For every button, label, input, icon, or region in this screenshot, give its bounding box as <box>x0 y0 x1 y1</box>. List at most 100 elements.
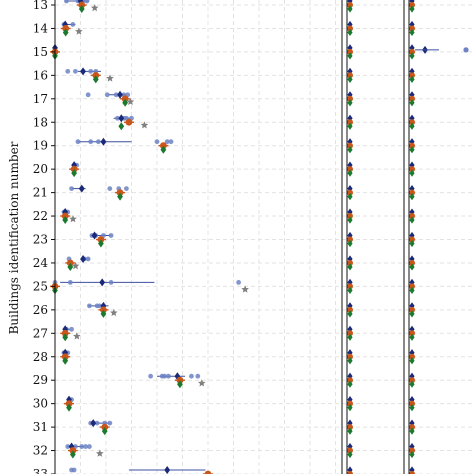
reference-marker <box>177 380 183 389</box>
y-tick-label: 30 <box>33 397 48 411</box>
y-tick-label: 32 <box>33 444 48 458</box>
sample-point <box>85 256 91 262</box>
panel-median-marker <box>347 259 353 266</box>
star-marker <box>126 97 135 106</box>
panel-mean-marker <box>409 278 415 286</box>
panel-reference-marker <box>347 122 353 130</box>
panel-median-marker <box>347 48 353 55</box>
reference-marker <box>62 333 69 342</box>
star-marker <box>69 215 77 223</box>
panel-reference-marker <box>347 239 353 248</box>
reference-marker <box>62 216 69 225</box>
reference-marker <box>101 427 108 436</box>
panel-reference-marker <box>347 450 353 459</box>
panel-median-marker <box>409 166 415 173</box>
panel-median-marker <box>347 189 353 196</box>
sample-point <box>195 373 201 379</box>
sample-point <box>69 186 74 192</box>
sample-point <box>148 373 154 379</box>
mean-marker <box>78 184 85 193</box>
panel-mean-marker <box>409 44 415 52</box>
sample-point <box>166 373 171 379</box>
y-tick-label: 14 <box>33 21 49 35</box>
sample-point <box>79 444 85 449</box>
star-marker <box>75 27 83 35</box>
y-tick-label: 25 <box>33 279 48 293</box>
sample-point <box>64 0 69 4</box>
panel-median-marker <box>347 119 353 126</box>
panel-median-marker <box>347 95 353 102</box>
sample-point <box>65 68 71 74</box>
star-marker <box>106 74 114 82</box>
reference-marker <box>66 403 72 412</box>
star-marker <box>71 261 80 270</box>
sample-point <box>154 139 160 145</box>
panel-reference-marker <box>347 52 353 60</box>
panel-median-marker <box>409 259 415 266</box>
panel-reference-marker <box>347 193 353 201</box>
reference-marker <box>118 122 125 131</box>
panel-median-marker <box>409 447 415 454</box>
panel-median-marker <box>347 424 353 431</box>
panel-reference-marker <box>347 310 353 318</box>
panel-reference-marker <box>409 122 415 130</box>
y-tick-label: 31 <box>33 420 48 434</box>
panel-reference-marker <box>409 193 415 201</box>
panel-reference-marker <box>347 75 353 83</box>
panel-mean-marker <box>347 44 353 52</box>
panel-median-marker <box>409 95 415 102</box>
reference-marker <box>98 239 104 248</box>
panel-mean-marker <box>409 466 415 474</box>
mean-marker <box>80 254 86 263</box>
panel-outlier-sample <box>463 47 469 53</box>
y-tick-label: 28 <box>33 350 48 364</box>
panel-reference-marker <box>347 286 353 294</box>
panel-mean-marker <box>347 419 353 427</box>
mean-marker <box>118 114 125 123</box>
y-tick-label: 21 <box>33 186 48 200</box>
panel-median-marker <box>347 236 353 243</box>
sample-point <box>75 139 81 145</box>
y-tick-label: 19 <box>33 139 48 153</box>
panel-mean-marker <box>409 419 415 427</box>
reference-marker <box>71 169 78 178</box>
panel-mean-marker <box>409 208 415 216</box>
panel-median-marker <box>347 25 353 32</box>
mean-marker <box>91 231 98 240</box>
mean-marker <box>71 161 78 170</box>
sample-point <box>115 115 120 121</box>
star-marker <box>110 308 118 317</box>
panel-reference-marker <box>409 146 415 154</box>
side-panels <box>341 0 469 474</box>
panel-reference-marker <box>409 357 415 365</box>
panel-median-marker <box>409 48 415 55</box>
sample-point <box>124 186 129 192</box>
sample-point <box>162 373 168 379</box>
panel-mean-marker <box>347 208 353 216</box>
panel-median-marker <box>409 236 415 243</box>
panel-mean-marker <box>409 372 415 380</box>
y-tick-label: 29 <box>33 373 48 387</box>
mean-marker <box>99 278 106 287</box>
y-tick-label: 15 <box>33 45 48 59</box>
panel-mean-marker <box>347 278 353 286</box>
panel-reference-marker <box>409 52 415 60</box>
panel-mean-marker <box>409 396 415 404</box>
panel-reference-marker <box>409 75 415 83</box>
panel-mean-marker <box>347 185 353 193</box>
panel-mean-marker <box>409 255 415 263</box>
reference-marker <box>122 98 129 107</box>
sample-point <box>107 186 113 192</box>
panel-reference-marker <box>409 333 415 341</box>
panel-mean-marker <box>347 442 353 451</box>
y-tick-label: 26 <box>33 303 48 317</box>
panel-median-marker <box>347 72 353 79</box>
y-tick-label: 22 <box>33 209 48 223</box>
panel-reference-marker <box>347 216 353 224</box>
panel-mean-marker <box>347 302 353 310</box>
panel-mean-marker <box>347 349 353 357</box>
reference-marker <box>92 75 99 84</box>
panel-reference-marker <box>347 404 353 412</box>
mean-marker <box>100 137 107 146</box>
